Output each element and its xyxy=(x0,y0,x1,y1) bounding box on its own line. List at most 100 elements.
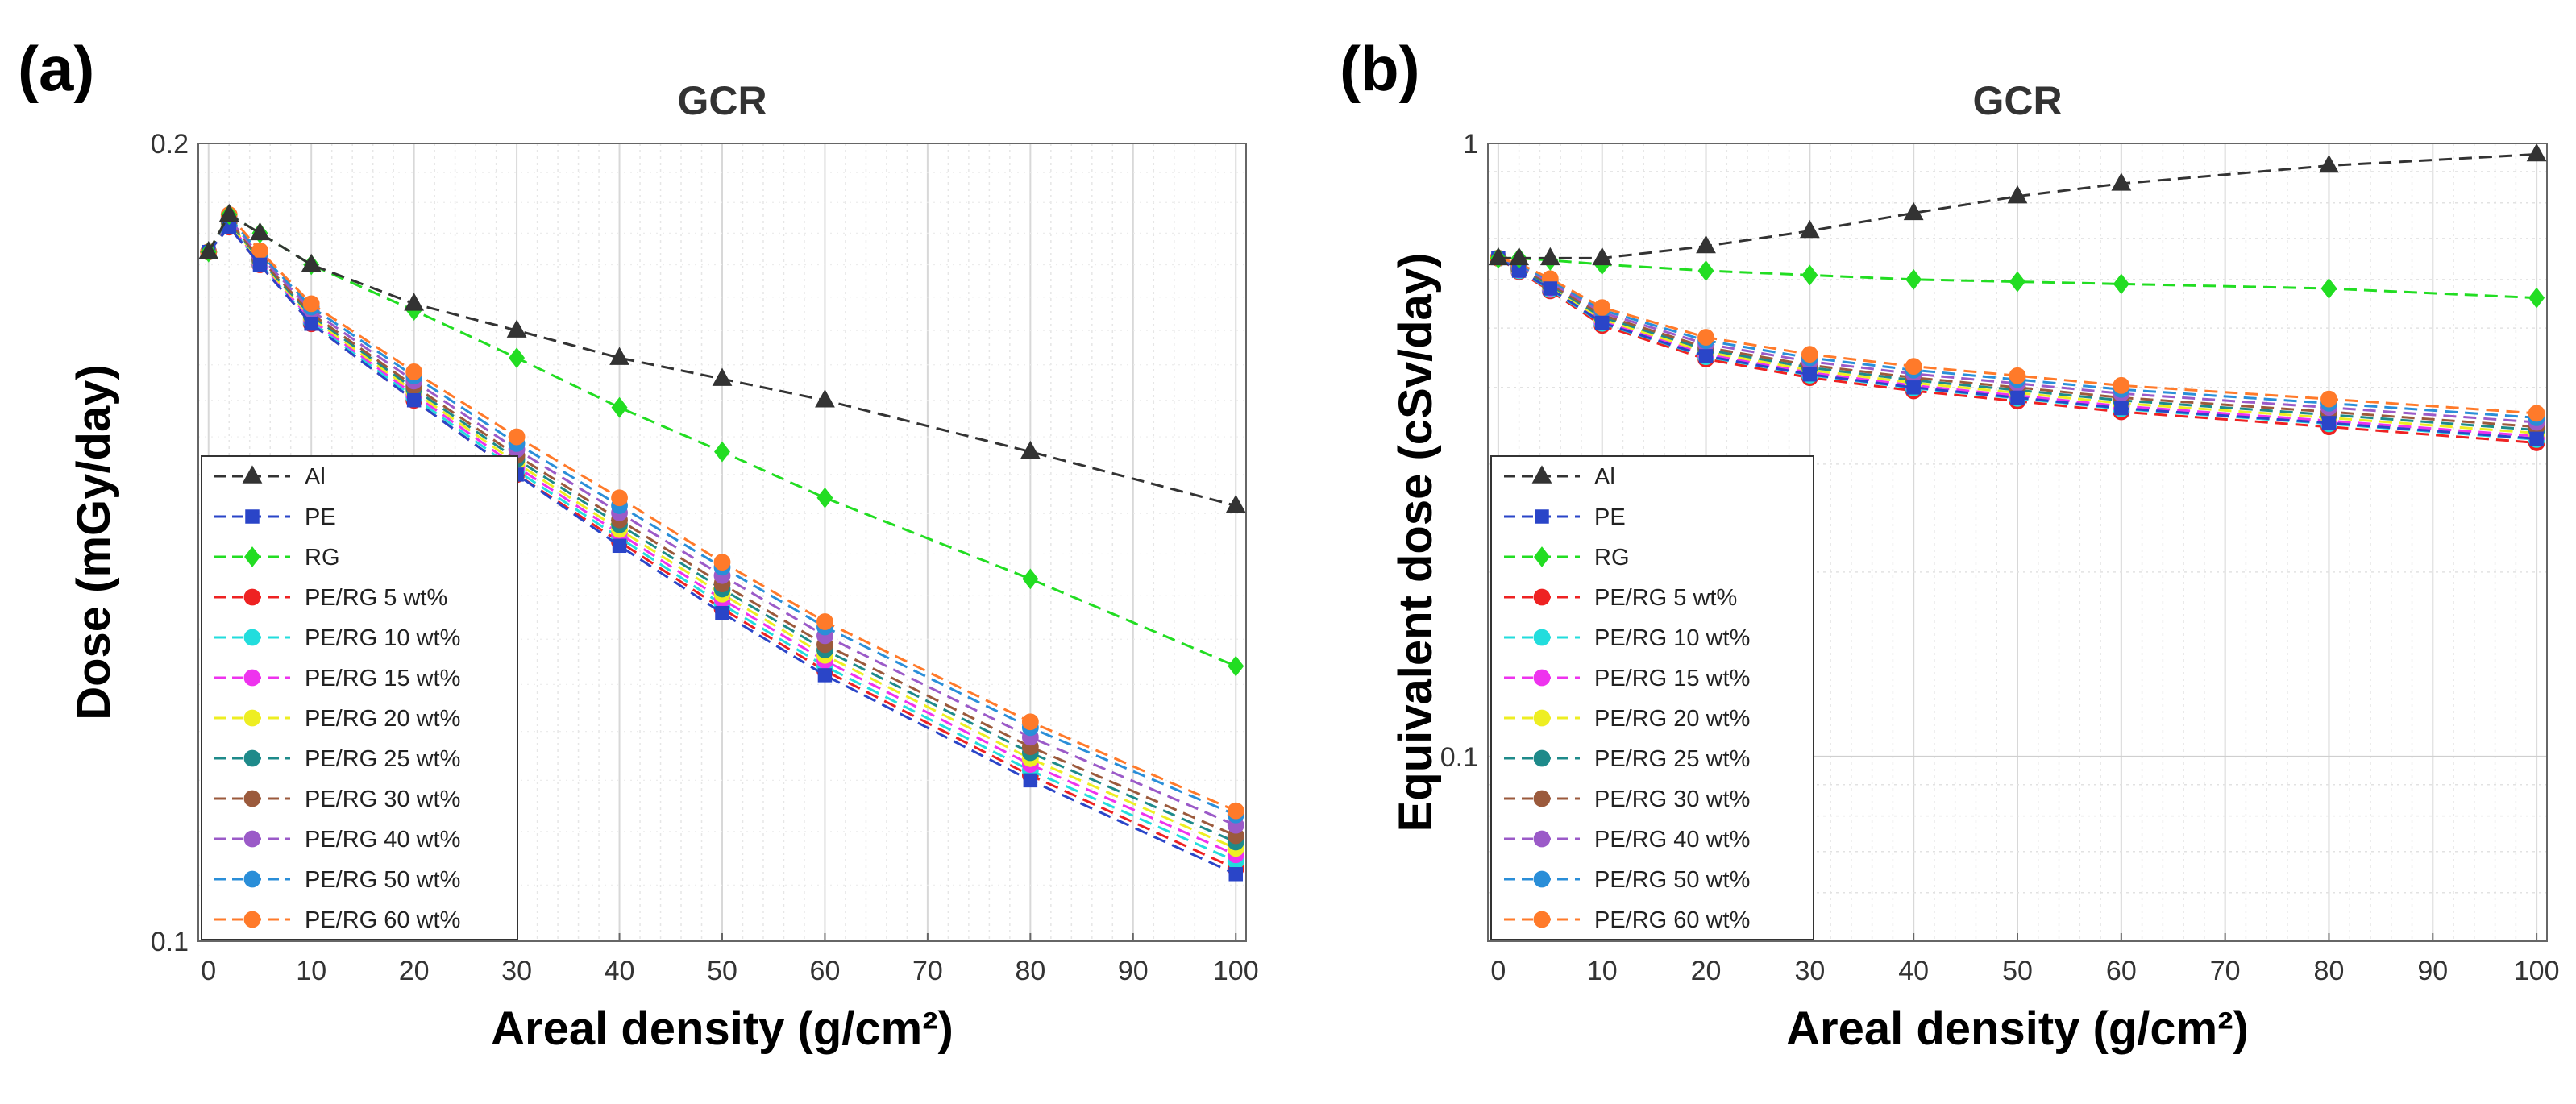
legend-marker xyxy=(243,790,261,807)
legend-label: RG xyxy=(1594,545,1630,571)
legend-item: PE/RG 15 wt% xyxy=(214,666,460,691)
legend-item: PE/RG 40 wt% xyxy=(1504,827,1750,853)
x-tick-label: 0 xyxy=(201,956,216,986)
legend-label: PE/RG 5 wt% xyxy=(305,585,447,611)
data-point-al xyxy=(218,203,239,222)
legend-marker xyxy=(243,588,261,606)
legend-item: PE/RG 15 wt% xyxy=(1504,666,1750,691)
data-point-rg xyxy=(509,347,526,369)
legend-item: RG xyxy=(214,545,340,571)
x-tick-label: 60 xyxy=(2106,956,2137,986)
data-point-pe xyxy=(304,316,318,331)
data-point-al xyxy=(2526,143,2547,162)
legend-item: PE/RG 25 wt% xyxy=(214,746,460,772)
data-point-al xyxy=(609,347,629,365)
legend-marker xyxy=(1533,709,1551,727)
data-point-al xyxy=(250,222,270,241)
legend-marker xyxy=(243,709,261,727)
data-point-pe-rg-60-wt xyxy=(1593,299,1611,317)
x-tick-label: 70 xyxy=(2210,956,2241,986)
x-axis-label: Areal density (g/cm²) xyxy=(491,1002,954,1055)
data-point-pe-rg-60-wt xyxy=(2528,405,2545,422)
data-point-pe xyxy=(715,605,729,620)
data-point-al xyxy=(1020,440,1041,459)
data-point-al xyxy=(301,253,322,272)
data-point-pe xyxy=(1023,773,1038,788)
data-point-rg xyxy=(2009,271,2025,293)
legend-marker xyxy=(243,749,261,767)
data-point-rg xyxy=(816,487,833,508)
legend-item: PE/RG 40 wt% xyxy=(214,827,460,853)
data-point-pe xyxy=(817,668,833,683)
legend-item: PE/RG 30 wt% xyxy=(1504,786,1750,812)
x-tick-label: 20 xyxy=(399,956,430,986)
data-point-al xyxy=(1799,219,1820,239)
legend-label: PE/RG 60 wt% xyxy=(1594,907,1750,933)
legend-label: PE/RG 10 wt% xyxy=(305,625,460,651)
legend-item: PE/RG 30 wt% xyxy=(214,786,460,812)
y-tick-label: 0.1 xyxy=(151,927,189,957)
x-tick-label: 50 xyxy=(707,956,737,986)
series-pe xyxy=(1491,251,2544,446)
legend-label: PE/RG 30 wt% xyxy=(305,786,460,812)
data-point-al xyxy=(1592,247,1613,266)
panel-a: (a) GCR 0 10 20 30 40 50 60 70 80 90 100 0.1 0.2 Areal … xyxy=(18,33,1259,1055)
x-tick-label: 80 xyxy=(2314,956,2345,986)
legend-label: PE/RG 30 wt% xyxy=(1594,786,1750,812)
legend-marker xyxy=(243,870,261,888)
data-point-pe-rg-60-wt xyxy=(816,613,833,630)
legend: Al PE RG PE/RG 5 wt% PE/RG 10 wt% PE/RG 15 wt… xyxy=(1490,455,1814,940)
data-point-pe-rg-60-wt xyxy=(508,428,526,446)
legend-label: PE/RG 50 wt% xyxy=(1594,867,1750,893)
y-tick-label: 1 xyxy=(1463,129,1478,160)
legend-label: PE/RG 25 wt% xyxy=(305,746,460,772)
legend-item: PE/RG 50 wt% xyxy=(214,867,460,893)
data-point-pe xyxy=(1698,349,1714,363)
series-line-pe xyxy=(1498,257,2537,440)
data-point-pe xyxy=(1906,380,1921,395)
data-point-al xyxy=(2111,172,2132,191)
x-tick-label: 20 xyxy=(1691,956,1722,986)
legend-marker xyxy=(1533,629,1551,646)
legend-item: PE xyxy=(214,504,336,530)
x-tick-label: 30 xyxy=(1794,956,1825,986)
data-point-rg xyxy=(1905,268,1922,290)
data-point-al xyxy=(2319,154,2339,173)
legend-item: PE/RG 50 wt% xyxy=(1504,867,1750,893)
data-point-pe xyxy=(2321,416,2337,430)
legend-marker xyxy=(245,509,260,524)
legend-label: Al xyxy=(1594,464,1615,490)
legend: Al PE RG PE/RG 5 wt% PE/RG 10 wt% PE/RG 15 wt… xyxy=(201,455,518,940)
legend-item: PE/RG 5 wt% xyxy=(1504,585,1737,611)
x-tick-label: 80 xyxy=(1015,956,1045,986)
data-point-pe xyxy=(252,257,268,272)
legend-item: Al xyxy=(214,464,326,490)
data-point-al xyxy=(1696,234,1716,254)
data-point-pe-rg-60-wt xyxy=(713,554,731,571)
data-point-pe xyxy=(1228,867,1244,882)
legend-marker xyxy=(1531,465,1552,484)
legend-item: PE/RG 60 wt% xyxy=(214,907,460,933)
data-point-rg xyxy=(611,396,628,418)
x-tick-label: 90 xyxy=(1118,956,1149,986)
x-tick-label: 40 xyxy=(1898,956,1929,986)
data-point-rg xyxy=(714,441,730,463)
legend-label: Al xyxy=(305,464,326,490)
legend-label: PE/RG 20 wt% xyxy=(1594,706,1750,732)
chart-title: GCR xyxy=(1972,78,2062,123)
x-tick-label: 0 xyxy=(1490,956,1506,986)
data-point-pe xyxy=(2529,431,2544,446)
chart-title: GCR xyxy=(677,78,767,123)
data-point-pe xyxy=(1802,367,1818,382)
data-point-rg xyxy=(1022,568,1039,590)
data-point-rg xyxy=(1697,260,1714,281)
data-point-rg xyxy=(2320,278,2337,299)
legend-item: PE/RG 25 wt% xyxy=(1504,746,1750,772)
data-point-al xyxy=(1509,247,1530,266)
legend-label: PE/RG 40 wt% xyxy=(305,827,460,853)
legend-marker xyxy=(1533,870,1551,888)
series-al xyxy=(1488,143,2547,266)
x-tick-label: 90 xyxy=(2417,956,2448,986)
legend-marker xyxy=(243,830,261,848)
